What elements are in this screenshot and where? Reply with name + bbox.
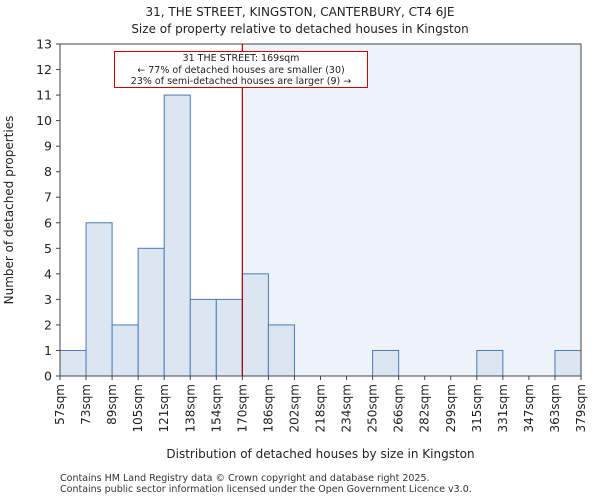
- x-tick-label: 138sqm: [183, 384, 197, 432]
- y-tick-label: 12: [36, 62, 52, 77]
- histogram-bar: [137, 247, 165, 377]
- histogram-bar: [111, 324, 139, 377]
- y-tick-label: 8: [44, 164, 52, 179]
- x-tick-label: 218sqm: [314, 384, 328, 432]
- footer-copyright: Contains HM Land Registry data © Crown c…: [60, 473, 430, 484]
- chart-title-address: 31, THE STREET, KINGSTON, CANTERBURY, CT…: [145, 5, 455, 19]
- x-tick-label: 170sqm: [235, 384, 249, 432]
- x-tick-label: 105sqm: [131, 384, 145, 432]
- y-tick-label: 0: [44, 369, 52, 384]
- y-tick-label: 3: [44, 292, 52, 307]
- x-tick-label: 315sqm: [470, 384, 484, 432]
- x-tick-label: 347sqm: [522, 384, 536, 432]
- histogram-bar: [189, 298, 217, 377]
- y-tick-label: 5: [44, 241, 52, 256]
- histogram-bar: [476, 349, 504, 377]
- histogram-bar: [372, 349, 400, 377]
- histogram-bar: [241, 273, 269, 377]
- histogram-bar: [554, 349, 582, 377]
- y-tick-label: 9: [44, 139, 52, 154]
- x-tick-label: 73sqm: [79, 384, 93, 425]
- x-tick-label: 57sqm: [53, 384, 67, 425]
- x-tick-label: 282sqm: [418, 384, 432, 432]
- larger-region-highlight: [242, 44, 581, 376]
- annotation-line-2: ← 77% of detached houses are smaller (30…: [137, 64, 345, 76]
- x-tick-label: 363sqm: [548, 384, 562, 432]
- x-tick-label: 266sqm: [392, 384, 406, 432]
- histogram-bar: [163, 94, 191, 377]
- annotation-box: 31 THE STREET: 169sqm ← 77% of detached …: [114, 51, 368, 88]
- y-tick-label: 13: [36, 37, 52, 52]
- histogram-bar: [267, 324, 295, 377]
- annotation-line-1: 31 THE STREET: 169sqm: [182, 53, 300, 64]
- y-tick-label: 11: [36, 88, 52, 103]
- x-tick-label: 250sqm: [366, 384, 380, 432]
- x-tick-label: 331sqm: [496, 384, 510, 432]
- y-tick-label: 2: [44, 317, 52, 332]
- annotation-line-3: 23% of semi-detached houses are larger (…: [130, 76, 352, 87]
- y-tick-label: 10: [36, 113, 52, 128]
- histogram-bar: [215, 298, 243, 377]
- y-tick-label: 1: [44, 343, 52, 358]
- y-tick-label: 6: [44, 215, 52, 230]
- chart-title: Size of property relative to detached ho…: [131, 22, 469, 36]
- x-tick-label: 299sqm: [444, 384, 458, 432]
- x-tick-label: 89sqm: [105, 384, 119, 425]
- x-tick-label: 379sqm: [574, 384, 588, 432]
- x-tick-label: 202sqm: [287, 384, 301, 432]
- x-tick-label: 121sqm: [157, 384, 171, 432]
- x-tick-label: 234sqm: [340, 384, 354, 432]
- y-axis-label: Number of detached properties: [2, 116, 16, 305]
- x-axis-label: Distribution of detached houses by size …: [166, 447, 474, 461]
- histogram-bar: [85, 222, 113, 377]
- footer-licence: Contains public sector information licen…: [60, 484, 472, 495]
- y-tick-label: 7: [44, 190, 52, 205]
- x-tick-label: 186sqm: [261, 384, 275, 432]
- y-tick-label: 4: [44, 266, 52, 281]
- histogram-bar: [59, 349, 87, 377]
- x-tick-label: 154sqm: [209, 384, 223, 432]
